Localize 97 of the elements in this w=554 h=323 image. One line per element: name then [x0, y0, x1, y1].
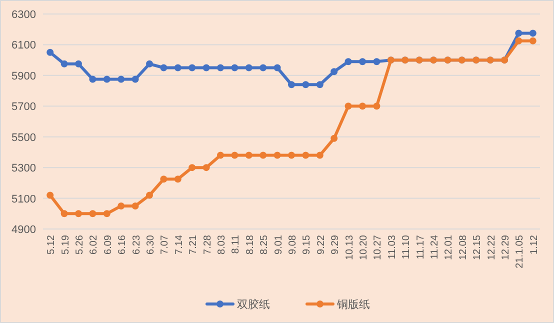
- point: [103, 76, 110, 83]
- point: [132, 76, 139, 83]
- point: [118, 202, 125, 210]
- x-tick-label: 10.20: [358, 234, 370, 260]
- point: [359, 58, 366, 66]
- point: [515, 30, 522, 37]
- y-tick-label: 6300: [12, 9, 36, 21]
- point: [60, 210, 68, 218]
- y-tick-label: 5500: [12, 132, 36, 144]
- x-tick-label: 11.17: [415, 234, 426, 260]
- legend-label: 双胶纸: [237, 298, 270, 311]
- x-tick-label: 12.08: [458, 234, 469, 260]
- x-tick-label: 12.01: [444, 234, 455, 260]
- x-tick-label: 12.29: [500, 234, 512, 260]
- point: [60, 60, 68, 68]
- point: [316, 152, 324, 159]
- point: [132, 202, 139, 210]
- point: [245, 152, 252, 159]
- y-tick-label: 5700: [12, 101, 36, 114]
- y-tick-label: 6100: [12, 40, 36, 52]
- point: [302, 152, 310, 159]
- x-tick-label: 8.18: [244, 234, 256, 254]
- x-tick-label: 9.29: [330, 234, 342, 254]
- point: [160, 176, 168, 183]
- point: [302, 81, 310, 88]
- x-tick-label: 12.22: [486, 234, 498, 260]
- point: [89, 76, 96, 83]
- x-tick-label: 1.12: [528, 234, 540, 254]
- point: [46, 192, 54, 199]
- point: [46, 48, 54, 56]
- point: [330, 134, 338, 142]
- y-tick-label: 5900: [12, 70, 36, 82]
- x-tick-label: 9.22: [316, 234, 327, 254]
- point: [217, 152, 224, 159]
- x-tick-label: 11.10: [401, 234, 412, 260]
- point: [103, 210, 110, 218]
- point: [118, 76, 125, 83]
- point: [260, 64, 267, 72]
- x-tick-label: 11.24: [430, 234, 440, 260]
- point: [529, 37, 536, 44]
- point: [373, 102, 380, 110]
- point: [344, 102, 352, 110]
- x-tick-label: 10.27: [372, 234, 384, 260]
- point: [274, 64, 281, 72]
- point: [146, 60, 153, 68]
- point: [529, 30, 536, 37]
- point: [217, 64, 224, 72]
- point: [202, 64, 210, 72]
- point: [288, 152, 295, 159]
- x-tick-label: 9.01: [273, 234, 284, 254]
- point: [231, 152, 238, 159]
- x-tick-label: 10.13: [344, 234, 356, 260]
- x-tick-label: 6.30: [146, 234, 156, 254]
- point: [188, 64, 196, 72]
- point: [202, 164, 210, 172]
- x-tick-label: 6.23: [131, 234, 142, 254]
- point: [330, 68, 338, 76]
- x-tick-label: 5.19: [60, 234, 72, 254]
- point: [373, 58, 380, 66]
- x-tick-label: 7.28: [202, 234, 214, 254]
- x-tick-label: 6.16: [117, 234, 128, 254]
- point: [359, 102, 366, 110]
- x-tick-label: 11.03: [386, 234, 398, 260]
- point: [288, 81, 295, 88]
- point: [231, 64, 238, 72]
- x-tick-label: 21.1.05: [514, 234, 526, 268]
- point: [174, 64, 182, 72]
- point: [316, 81, 324, 88]
- y-tick-label: 4900: [12, 224, 36, 236]
- point: [274, 152, 281, 159]
- y-tick-label: 5100: [12, 193, 36, 206]
- point: [75, 60, 82, 68]
- x-tick-label: 8.25: [259, 234, 270, 254]
- point: [89, 210, 96, 218]
- point: [146, 192, 153, 199]
- point: [75, 210, 82, 218]
- point: [260, 152, 267, 159]
- x-tick-label: 8.11: [230, 234, 242, 254]
- x-tick-label: 8.03: [216, 234, 228, 254]
- legend-label: 铜版纸: [336, 299, 370, 311]
- point: [245, 64, 252, 72]
- point: [188, 164, 196, 172]
- x-tick-label: 5.26: [74, 234, 86, 254]
- y-tick-label: 5300: [12, 162, 36, 175]
- x-tick-label: 6.09: [102, 234, 114, 254]
- x-tick-label: 9.15: [302, 234, 313, 254]
- point: [174, 176, 182, 183]
- point: [515, 37, 522, 44]
- point: [344, 58, 352, 66]
- x-tick-label: 7.07: [160, 234, 171, 254]
- x-tick-label: 5.12: [46, 234, 58, 254]
- x-tick-label: 12.15: [472, 234, 484, 260]
- point: [160, 64, 168, 72]
- x-tick-label: 7.14: [174, 234, 185, 254]
- x-tick-label: 9.08: [288, 234, 298, 254]
- x-tick-label: 7.21: [188, 234, 200, 254]
- x-tick-label: 6.02: [88, 234, 100, 254]
